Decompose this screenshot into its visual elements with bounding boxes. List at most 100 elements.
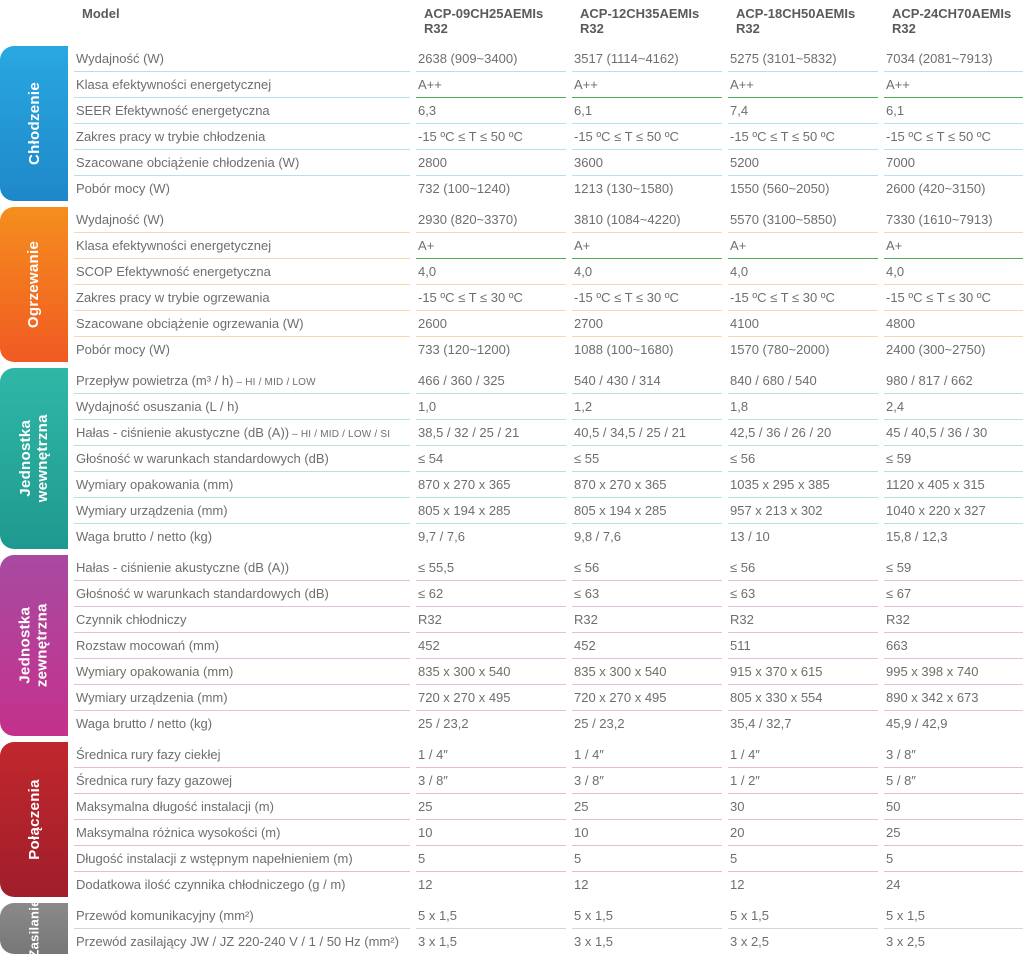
- row-label: Rozstaw mocowań (mm): [74, 633, 410, 659]
- row-value: ≤ 56: [728, 446, 878, 472]
- row-value: 1120 x 405 x 315: [884, 472, 1023, 498]
- row-value: ≤ 63: [572, 581, 722, 607]
- row-value: 3517 (1114~4162): [572, 46, 722, 72]
- row-value: 4,0: [728, 259, 878, 285]
- row-value: 835 x 300 x 540: [416, 659, 566, 685]
- row-value: 4800: [884, 311, 1023, 337]
- row-value: 42,5 / 36 / 26 / 20: [728, 420, 878, 446]
- row-value: 733 (120~1200): [416, 337, 566, 362]
- row-label: Waga brutto / netto (kg): [74, 524, 410, 549]
- row-value: 452: [572, 633, 722, 659]
- row-value: 1035 x 295 x 385: [728, 472, 878, 498]
- row-value: 452: [416, 633, 566, 659]
- row-value: 720 x 270 x 495: [572, 685, 722, 711]
- row-value: ≤ 56: [572, 555, 722, 581]
- section-polaczenia: PołączeniaŚrednica rury fazy ciekłej1 / …: [0, 742, 1023, 897]
- row-value: 20: [728, 820, 878, 846]
- header-model-1: ACP-12CH35AEMIs R32: [578, 0, 728, 44]
- row-value: 45 / 40,5 / 36 / 30: [884, 420, 1023, 446]
- row-label: Wymiary urządzenia (mm): [74, 498, 410, 524]
- row-value: A+: [884, 233, 1023, 259]
- row-value: ≤ 56: [728, 555, 878, 581]
- grid-ogrzewanie: Wydajność (W)2930 (820~3370)3810 (1084~4…: [74, 207, 1023, 362]
- tab-ogrzewanie: Ogrzewanie: [0, 207, 68, 362]
- row-label: Szacowane obciążenie ogrzewania (W): [74, 311, 410, 337]
- row-label: Wydajność (W): [74, 207, 410, 233]
- row-value: 1040 x 220 x 327: [884, 498, 1023, 524]
- row-value: 4100: [728, 311, 878, 337]
- row-value: 870 x 270 x 365: [572, 472, 722, 498]
- row-value: 25 / 23,2: [416, 711, 566, 736]
- row-value: -15 ºC ≤ T ≤ 30 ºC: [572, 285, 722, 311]
- row-label: Wydajność (W): [74, 46, 410, 72]
- row-value: 9,7 / 7,6: [416, 524, 566, 549]
- row-value: -15 ºC ≤ T ≤ 50 ºC: [416, 124, 566, 150]
- header-model-0: ACP-09CH25AEMIs R32: [422, 0, 572, 44]
- grid-chlodzenie: Wydajność (W)2638 (909~3400)3517 (1114~4…: [74, 46, 1023, 201]
- row-value: 4,0: [416, 259, 566, 285]
- row-value: 7000: [884, 150, 1023, 176]
- row-value: 1,8: [728, 394, 878, 420]
- row-value: R32: [416, 607, 566, 633]
- row-value: A++: [728, 72, 878, 98]
- row-label: Maksymalna różnica wysokości (m): [74, 820, 410, 846]
- row-value: 6,3: [416, 98, 566, 124]
- row-value: 35,4 / 32,7: [728, 711, 878, 736]
- row-value: 5: [884, 846, 1023, 872]
- row-value: 40,5 / 34,5 / 25 / 21: [572, 420, 722, 446]
- header-model-label: Model: [80, 0, 416, 44]
- tab-label: Jednostkawewnętrzna: [17, 414, 52, 502]
- row-value: 25: [572, 794, 722, 820]
- row-label: Klasa efektywności energetycznej: [74, 233, 410, 259]
- grid-zasilanie: Przewód komunikacyjny (mm²)5 x 1,55 x 1,…: [74, 903, 1023, 954]
- row-value: ≤ 59: [884, 555, 1023, 581]
- row-value: 663: [884, 633, 1023, 659]
- row-label: Maksymalna długość instalacji (m): [74, 794, 410, 820]
- row-value: 957 x 213 x 302: [728, 498, 878, 524]
- row-value: 2700: [572, 311, 722, 337]
- tab-jednostka-wew: Jednostkawewnętrzna: [0, 368, 68, 549]
- tab-polaczenia: Połączenia: [0, 742, 68, 897]
- row-value: 7034 (2081~7913): [884, 46, 1023, 72]
- row-label: Hałas - ciśnienie akustyczne (dB (A)): [74, 555, 410, 581]
- grid-jednostka-zew: Hałas - ciśnienie akustyczne (dB (A)) ≤ 5…: [74, 555, 1023, 736]
- row-value: A+: [416, 233, 566, 259]
- tab-label: Ogrzewanie: [26, 241, 43, 328]
- row-value: 1,2: [572, 394, 722, 420]
- row-value: 5: [728, 846, 878, 872]
- row-label: Średnica rury fazy gazowej: [74, 768, 410, 794]
- row-value: 466 / 360 / 325: [416, 368, 566, 394]
- row-value: 24: [884, 872, 1023, 897]
- row-value: ≤ 63: [728, 581, 878, 607]
- row-label: Pobór mocy (W): [74, 176, 410, 201]
- row-value: 720 x 270 x 495: [416, 685, 566, 711]
- row-value: 5 / 8″: [884, 768, 1023, 794]
- section-zasilanie: ZasilaniePrzewód komunikacyjny (mm²)5 x …: [0, 903, 1023, 954]
- section-chlodzenie: Chłodzenie Wydajność (W)2638 (909~3400)35…: [0, 46, 1023, 201]
- row-value: 3 x 2,5: [884, 929, 1023, 954]
- row-label: Zakres pracy w trybie ogrzewania: [74, 285, 410, 311]
- row-value: 12: [728, 872, 878, 897]
- row-value: 4,0: [884, 259, 1023, 285]
- row-value: 6,1: [884, 98, 1023, 124]
- row-value: 50: [884, 794, 1023, 820]
- row-value: 890 x 342 x 673: [884, 685, 1023, 711]
- row-label: SEER Efektywność energetyczna: [74, 98, 410, 124]
- row-value: 10: [416, 820, 566, 846]
- row-value: 4,0: [572, 259, 722, 285]
- row-value: ≤ 67: [884, 581, 1023, 607]
- row-label: Wydajność osuszania (L / h): [74, 394, 410, 420]
- row-value: 6,1: [572, 98, 722, 124]
- header-row: Model ACP-09CH25AEMIs R32 ACP-12CH35AEMI…: [0, 0, 1023, 44]
- row-value: 5 x 1,5: [572, 903, 722, 929]
- row-value: R32: [884, 607, 1023, 633]
- row-value: 25: [884, 820, 1023, 846]
- row-label: Przewód zasilający JW / JZ 220-240 V / 1…: [74, 929, 410, 954]
- row-value: 25 / 23,2: [572, 711, 722, 736]
- tab-label: Chłodzenie: [26, 82, 43, 165]
- row-value: 870 x 270 x 365: [416, 472, 566, 498]
- row-value: 3 x 1,5: [572, 929, 722, 954]
- row-value: 2,4: [884, 394, 1023, 420]
- header-model-2: ACP-18CH50AEMIs R32: [734, 0, 884, 44]
- row-value: 2638 (909~3400): [416, 46, 566, 72]
